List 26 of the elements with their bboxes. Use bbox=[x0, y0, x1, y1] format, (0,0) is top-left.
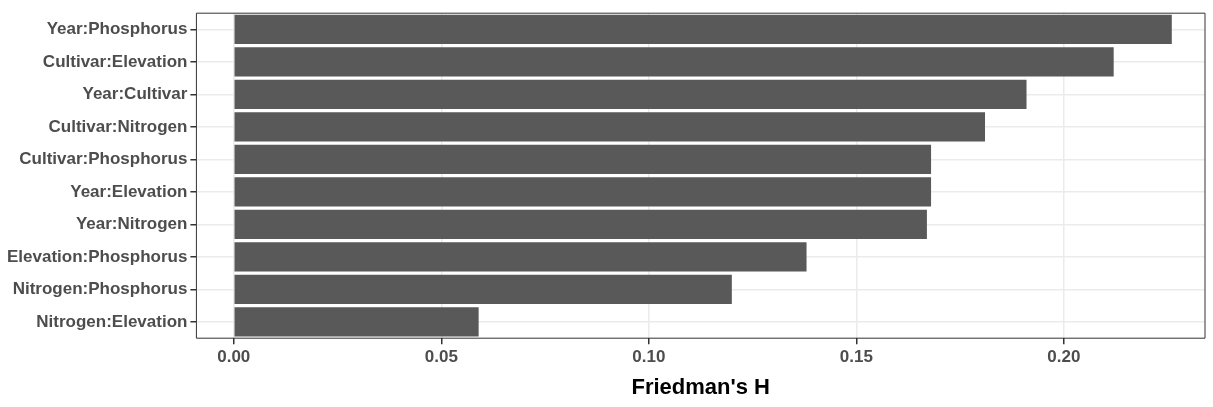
y-tick-label: Cultivar:Elevation bbox=[42, 51, 188, 71]
bar bbox=[234, 47, 1114, 77]
x-tick-label: 0.20 bbox=[1047, 347, 1081, 367]
y-tick-label: Nitrogen:Elevation bbox=[36, 311, 188, 331]
y-tick-label: Year:Phosphorus bbox=[46, 19, 188, 39]
bar bbox=[234, 79, 1027, 110]
y-tick-label: Cultivar:Nitrogen bbox=[48, 116, 188, 136]
bar bbox=[234, 144, 932, 175]
y-tick-label: Year:Elevation bbox=[70, 181, 188, 201]
y-tick-label: Year:Cultivar bbox=[82, 84, 188, 104]
y-tick-label: Nitrogen:Phosphorus bbox=[12, 279, 188, 299]
bar bbox=[234, 307, 479, 337]
x-axis-title: Friedman's H bbox=[631, 373, 770, 399]
y-tick-label: Year:Nitrogen bbox=[75, 214, 188, 234]
x-tick-label: 0.05 bbox=[424, 347, 458, 367]
x-tick-label: 0.00 bbox=[217, 347, 251, 367]
x-tick-label: 0.15 bbox=[839, 347, 873, 367]
bar bbox=[234, 209, 927, 240]
x-tick-label: 0.10 bbox=[632, 347, 666, 367]
y-tick-label: Cultivar:Phosphorus bbox=[19, 149, 188, 169]
y-tick-label: Elevation:Phosphorus bbox=[6, 246, 188, 266]
bar bbox=[234, 14, 1172, 45]
bar bbox=[234, 274, 732, 305]
bar bbox=[234, 177, 932, 207]
bar bbox=[234, 112, 986, 142]
bar bbox=[234, 242, 807, 272]
